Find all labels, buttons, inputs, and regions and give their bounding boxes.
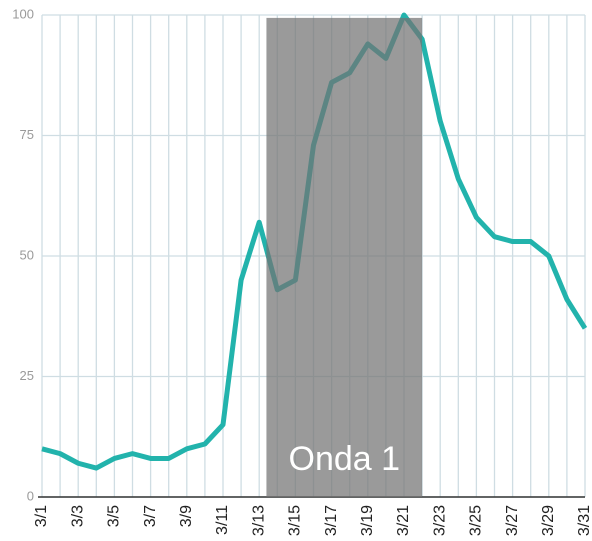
x-tick-label: 3/5: [106, 505, 123, 527]
x-tick-label: 3/19: [359, 505, 376, 536]
x-tick-label: 3/31: [576, 505, 592, 536]
x-tick-label: 3/1: [33, 505, 50, 527]
y-tick-label: 100: [12, 6, 34, 21]
shaded-region: [266, 17, 423, 498]
y-tick-label: 50: [20, 247, 34, 262]
x-tick-label: 3/3: [69, 505, 86, 527]
x-tick-label: 3/9: [178, 505, 195, 527]
x-tick-label: 3/29: [540, 505, 557, 536]
x-tick-label: 3/13: [250, 505, 267, 536]
x-tick-label: 3/11: [214, 505, 231, 535]
y-tick-label: 0: [27, 488, 34, 503]
x-tick-label: 3/17: [323, 505, 340, 536]
shaded-region-label: Onda 1: [289, 440, 401, 478]
x-tick-label: 3/7: [142, 505, 159, 527]
x-tick-label: 3/23: [431, 505, 448, 536]
x-tick-label: 3/21: [395, 505, 412, 536]
y-tick-label: 25: [20, 368, 34, 383]
x-tick-label: 3/15: [287, 505, 304, 536]
x-tick-label: 3/27: [504, 505, 521, 536]
y-tick-label: 75: [20, 127, 34, 142]
x-tick-label: 3/25: [468, 505, 485, 536]
